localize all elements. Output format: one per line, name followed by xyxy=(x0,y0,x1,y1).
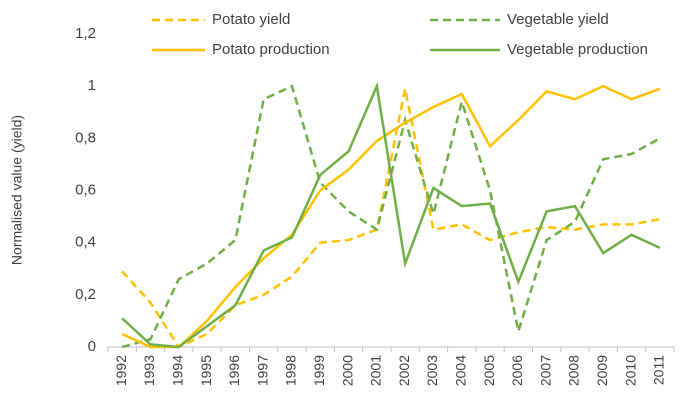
y-tick-label: 0,6 xyxy=(75,181,96,198)
x-tick-label: 1992 xyxy=(113,355,129,386)
x-tick-label: 2003 xyxy=(424,355,440,386)
legend-label: Potato yield xyxy=(212,11,290,28)
y-tick-label: 1 xyxy=(88,77,96,94)
x-tick-label: 1995 xyxy=(198,355,214,386)
x-tick-label: 2001 xyxy=(368,355,384,386)
y-tick-label: 0,8 xyxy=(75,129,96,146)
y-axis-label: Normalised value (yield) xyxy=(9,115,25,265)
x-tick-label: 2002 xyxy=(396,355,412,386)
x-tick-label: 2000 xyxy=(339,355,355,386)
x-tick-label: 2008 xyxy=(566,355,582,386)
y-tick-label: 0 xyxy=(88,338,96,355)
x-tick-label: 1998 xyxy=(283,355,299,386)
y-tick-label: 0,4 xyxy=(75,234,96,251)
x-tick-label: 1997 xyxy=(254,355,270,386)
x-tick-label: 2006 xyxy=(509,355,525,386)
x-tick-label: 2010 xyxy=(622,355,638,386)
legend-label: Vegetable production xyxy=(507,41,648,58)
x-tick-label: 1999 xyxy=(311,355,327,386)
series-line xyxy=(121,81,661,349)
x-tick-label: 1994 xyxy=(169,355,185,386)
x-tick-label: 1993 xyxy=(141,355,157,386)
legend-label: Potato production xyxy=(212,41,330,58)
y-tick-label: 1,2 xyxy=(75,25,96,42)
x-tick-label: 1996 xyxy=(226,355,242,386)
series-line xyxy=(121,84,661,349)
legend-label: Vegetable yield xyxy=(507,11,609,28)
series-line xyxy=(121,88,661,349)
x-tick-label: 2009 xyxy=(594,355,610,386)
series-line xyxy=(121,84,661,349)
y-tick-label: 0,2 xyxy=(75,286,96,303)
x-tick-label: 2007 xyxy=(537,355,553,386)
x-tick-label: 2004 xyxy=(452,355,468,386)
x-tick-label: 2005 xyxy=(481,355,497,386)
x-tick-label: 2011 xyxy=(651,355,667,385)
